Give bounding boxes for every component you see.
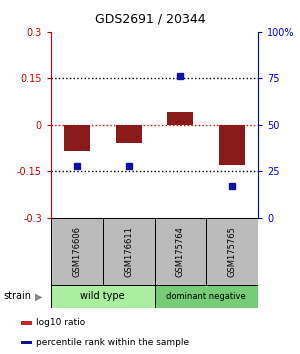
Bar [206,218,258,285]
Text: GSM175764: GSM175764 [176,226,185,277]
Bar [64,125,90,151]
Text: GDS2691 / 20344: GDS2691 / 20344 [95,12,205,25]
Bar [219,125,245,165]
Text: wild type: wild type [80,291,125,302]
Text: percentile rank within the sample: percentile rank within the sample [36,338,189,347]
Bar [20,341,32,344]
Bar [154,285,258,308]
Bar [20,321,32,325]
Bar [154,218,206,285]
Text: dominant negative: dominant negative [167,292,246,301]
Text: ▶: ▶ [34,291,42,302]
Text: GSM176611: GSM176611 [124,226,133,277]
Text: GSM176606: GSM176606 [72,226,81,277]
Bar [51,285,154,308]
Bar [103,218,154,285]
Bar [51,218,103,285]
Bar [167,113,193,125]
Text: GSM175765: GSM175765 [228,226,237,277]
Bar [116,125,142,143]
Text: log10 ratio: log10 ratio [36,318,85,327]
Text: strain: strain [3,291,31,302]
